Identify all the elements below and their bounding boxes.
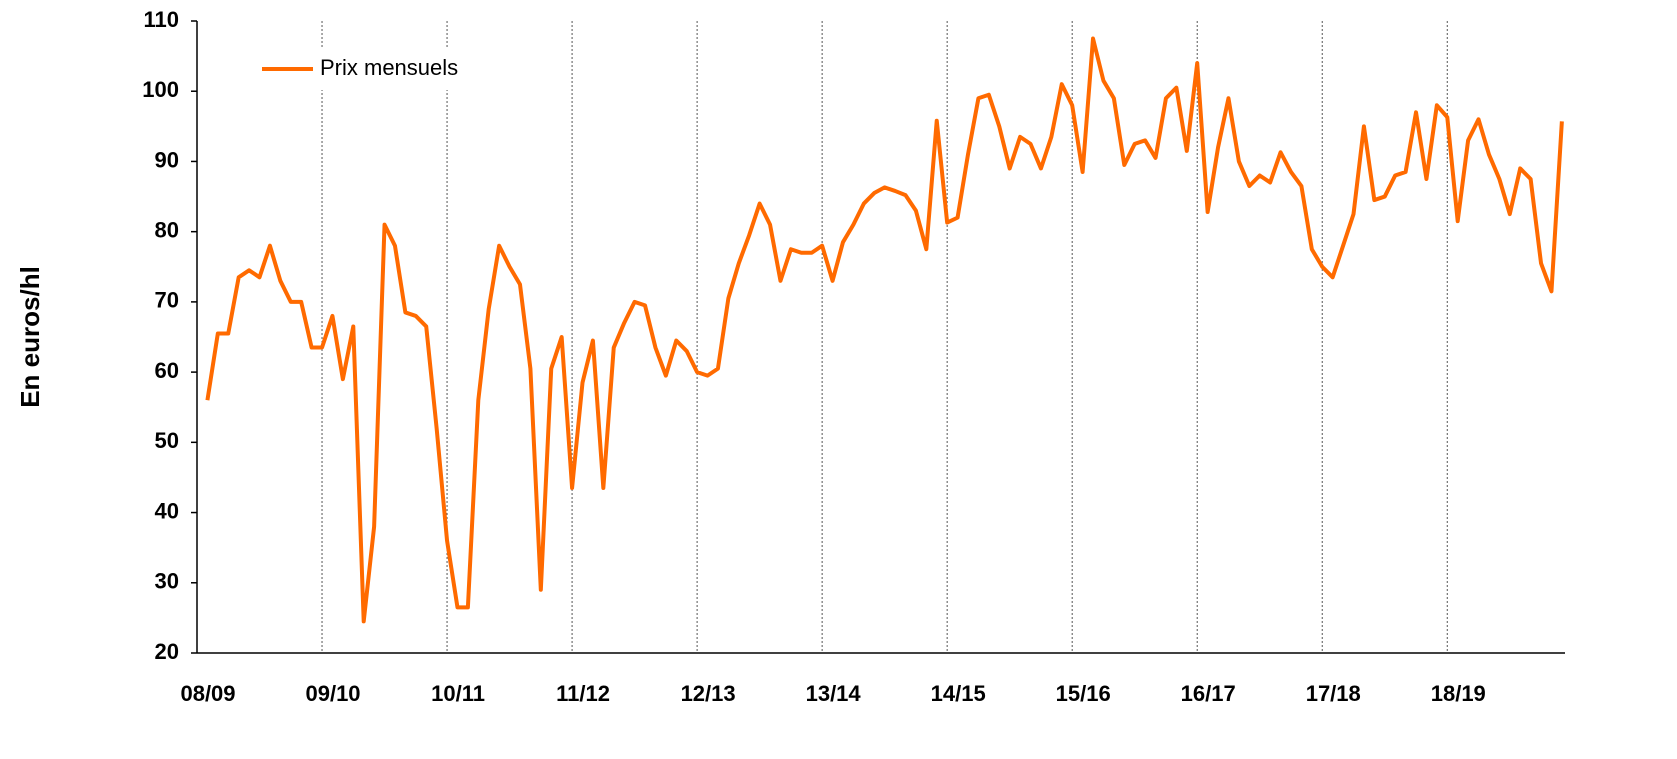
y-tick-label: 70 [155, 288, 179, 313]
legend-label: Prix mensuels [320, 55, 458, 80]
x-tick-label: 10/11 [431, 681, 485, 706]
x-tick-label: 08/09 [180, 681, 235, 706]
x-tick-label: 11/12 [556, 681, 610, 706]
y-tick-label: 90 [155, 147, 179, 172]
x-tick-label: 17/18 [1306, 681, 1361, 706]
y-axis-label: En euros/hl [15, 266, 45, 408]
y-tick-label: 20 [155, 639, 179, 664]
x-tick-label: 15/16 [1056, 681, 1111, 706]
x-tick-label: 18/19 [1431, 681, 1486, 706]
x-tick-label: 16/17 [1181, 681, 1236, 706]
x-tick-label: 12/13 [681, 681, 736, 706]
x-tick-label: 14/15 [931, 681, 986, 706]
x-tick-label: 09/10 [305, 681, 360, 706]
y-tick-label: 40 [155, 498, 179, 523]
y-tick-label: 50 [155, 428, 179, 453]
x-tick-label: 13/14 [806, 681, 862, 706]
y-tick-label: 110 [144, 7, 180, 32]
y-tick-label: 80 [155, 217, 179, 242]
y-tick-label: 30 [155, 569, 179, 594]
y-tick-label: 60 [155, 358, 179, 383]
y-tick-label: 100 [142, 77, 179, 102]
data-line [205, 36, 1564, 624]
